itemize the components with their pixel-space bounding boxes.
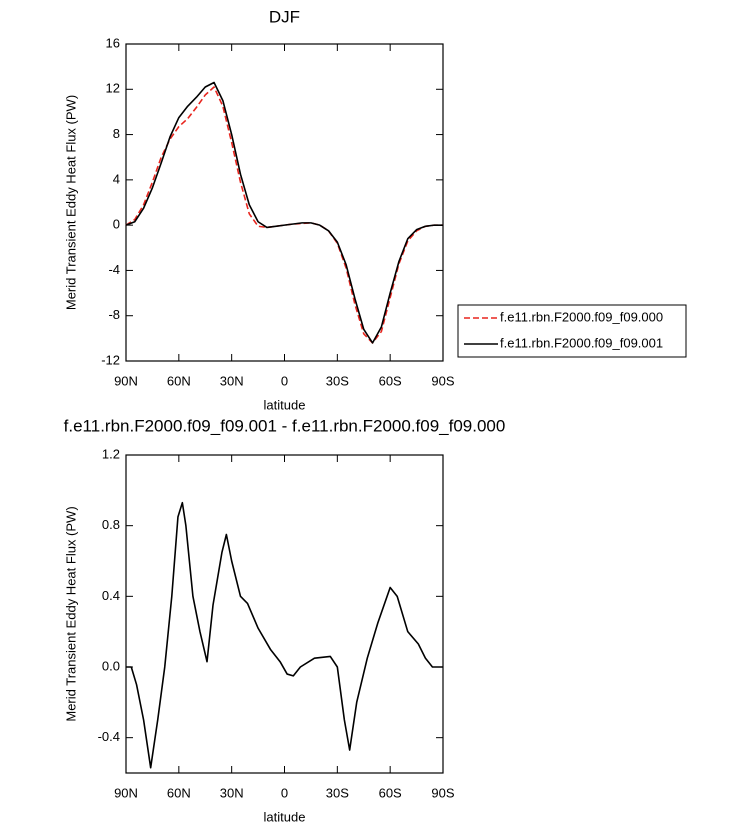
y-tick-label: 0.0 [102,658,120,673]
x-axis-label: latitude [264,397,306,412]
y-tick-label: 1.2 [102,446,120,461]
x-tick-label: 90S [431,373,454,388]
y-tick-label: 0.4 [102,588,120,603]
plot-frame [125,43,444,362]
y-tick-label: 0.8 [102,517,120,532]
x-tick-label: 60N [167,785,191,800]
line-series [125,86,443,344]
x-tick-label: 90N [114,373,138,388]
x-tick-label: 60S [379,373,402,388]
x-tick-label: 30N [220,785,244,800]
legend-label: f.e11.rbn.F2000.f09_f09.001 [500,335,663,350]
x-tick-label: 30S [326,373,349,388]
x-axis-label: latitude [264,809,306,824]
chart-title: DJF [269,7,300,26]
x-tick-label: 90S [431,785,454,800]
legend-box [457,304,687,358]
y-tick-label: -12 [101,352,120,367]
x-tick-label: 0 [281,785,288,800]
chart-title: f.e11.rbn.F2000.f09_f09.001 - f.e11.rbn.… [64,416,506,435]
x-tick-label: 90N [114,785,138,800]
x-tick-label: 60N [167,373,191,388]
line-series [125,81,443,344]
plot-frame [125,454,444,774]
y-tick-label: 8 [113,126,120,141]
y-tick-label: -8 [108,307,120,322]
legend-label: f.e11.rbn.F2000.f09_f09.000 [500,309,663,324]
x-tick-label: 0 [281,373,288,388]
y-tick-label: 12 [106,81,120,96]
line-series [126,501,443,769]
y-tick-label: 0 [113,217,120,232]
x-tick-label: 30S [326,785,349,800]
y-axis-label: Merid Transient Eddy Heat Flux (PW) [63,506,78,721]
y-tick-label: -0.4 [98,729,120,744]
y-axis-label: Merid Transient Eddy Heat Flux (PW) [63,95,78,310]
y-tick-label: -4 [108,262,120,277]
x-tick-label: 60S [379,785,402,800]
y-tick-label: 4 [113,171,120,186]
y-tick-label: 16 [106,35,120,50]
x-tick-label: 30N [220,373,244,388]
